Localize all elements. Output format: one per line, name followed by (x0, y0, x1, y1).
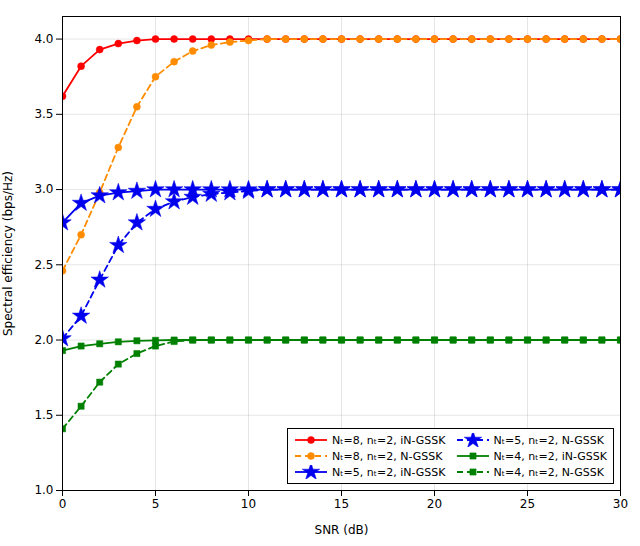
html-text:Nₜ=8, nₜ=2, N-GSSK: Nₜ=8, nₜ=2, N-GSSK (332, 449, 443, 463)
svg-text:25: 25 (520, 497, 535, 511)
svg-text:5: 5 (152, 497, 160, 511)
svg-text:10: 10 (241, 497, 256, 511)
html-text:Nₜ=5, nₜ=2, iN-GSSK: Nₜ=5, nₜ=2, iN-GSSK (332, 465, 446, 479)
svg-text:30: 30 (613, 497, 628, 511)
svg-text:15: 15 (334, 497, 349, 511)
svg-text:20: 20 (427, 497, 442, 511)
html-text:Nₜ=8, nₜ=2, iN-GSSK: Nₜ=8, nₜ=2, iN-GSSK (332, 433, 446, 447)
svg-text:0: 0 (59, 497, 67, 511)
svg-text:4.0: 4.0 (34, 32, 53, 46)
svg-text:Spectral efficiency (bps/Hz): Spectral efficiency (bps/Hz) (1, 171, 15, 336)
html-text:Nₜ=4, nₜ=2, N-GSSK: Nₜ=4, nₜ=2, N-GSSK (493, 465, 604, 479)
svg-text:2.5: 2.5 (34, 258, 53, 272)
svg-text:3.5: 3.5 (34, 107, 53, 121)
html-text:Nₜ=5, nₜ=2, N-GSSK: Nₜ=5, nₜ=2, N-GSSK (493, 433, 604, 447)
svg-text:2.0: 2.0 (34, 333, 53, 347)
svg-text:SNR (dB): SNR (dB) (315, 523, 369, 537)
svg-text:3.0: 3.0 (34, 182, 53, 196)
html-text:Nₜ=4, nₜ=2, iN-GSSK: Nₜ=4, nₜ=2, iN-GSSK (493, 449, 607, 463)
svg-text:1.5: 1.5 (34, 408, 53, 422)
svg-text:1.0: 1.0 (34, 483, 53, 497)
